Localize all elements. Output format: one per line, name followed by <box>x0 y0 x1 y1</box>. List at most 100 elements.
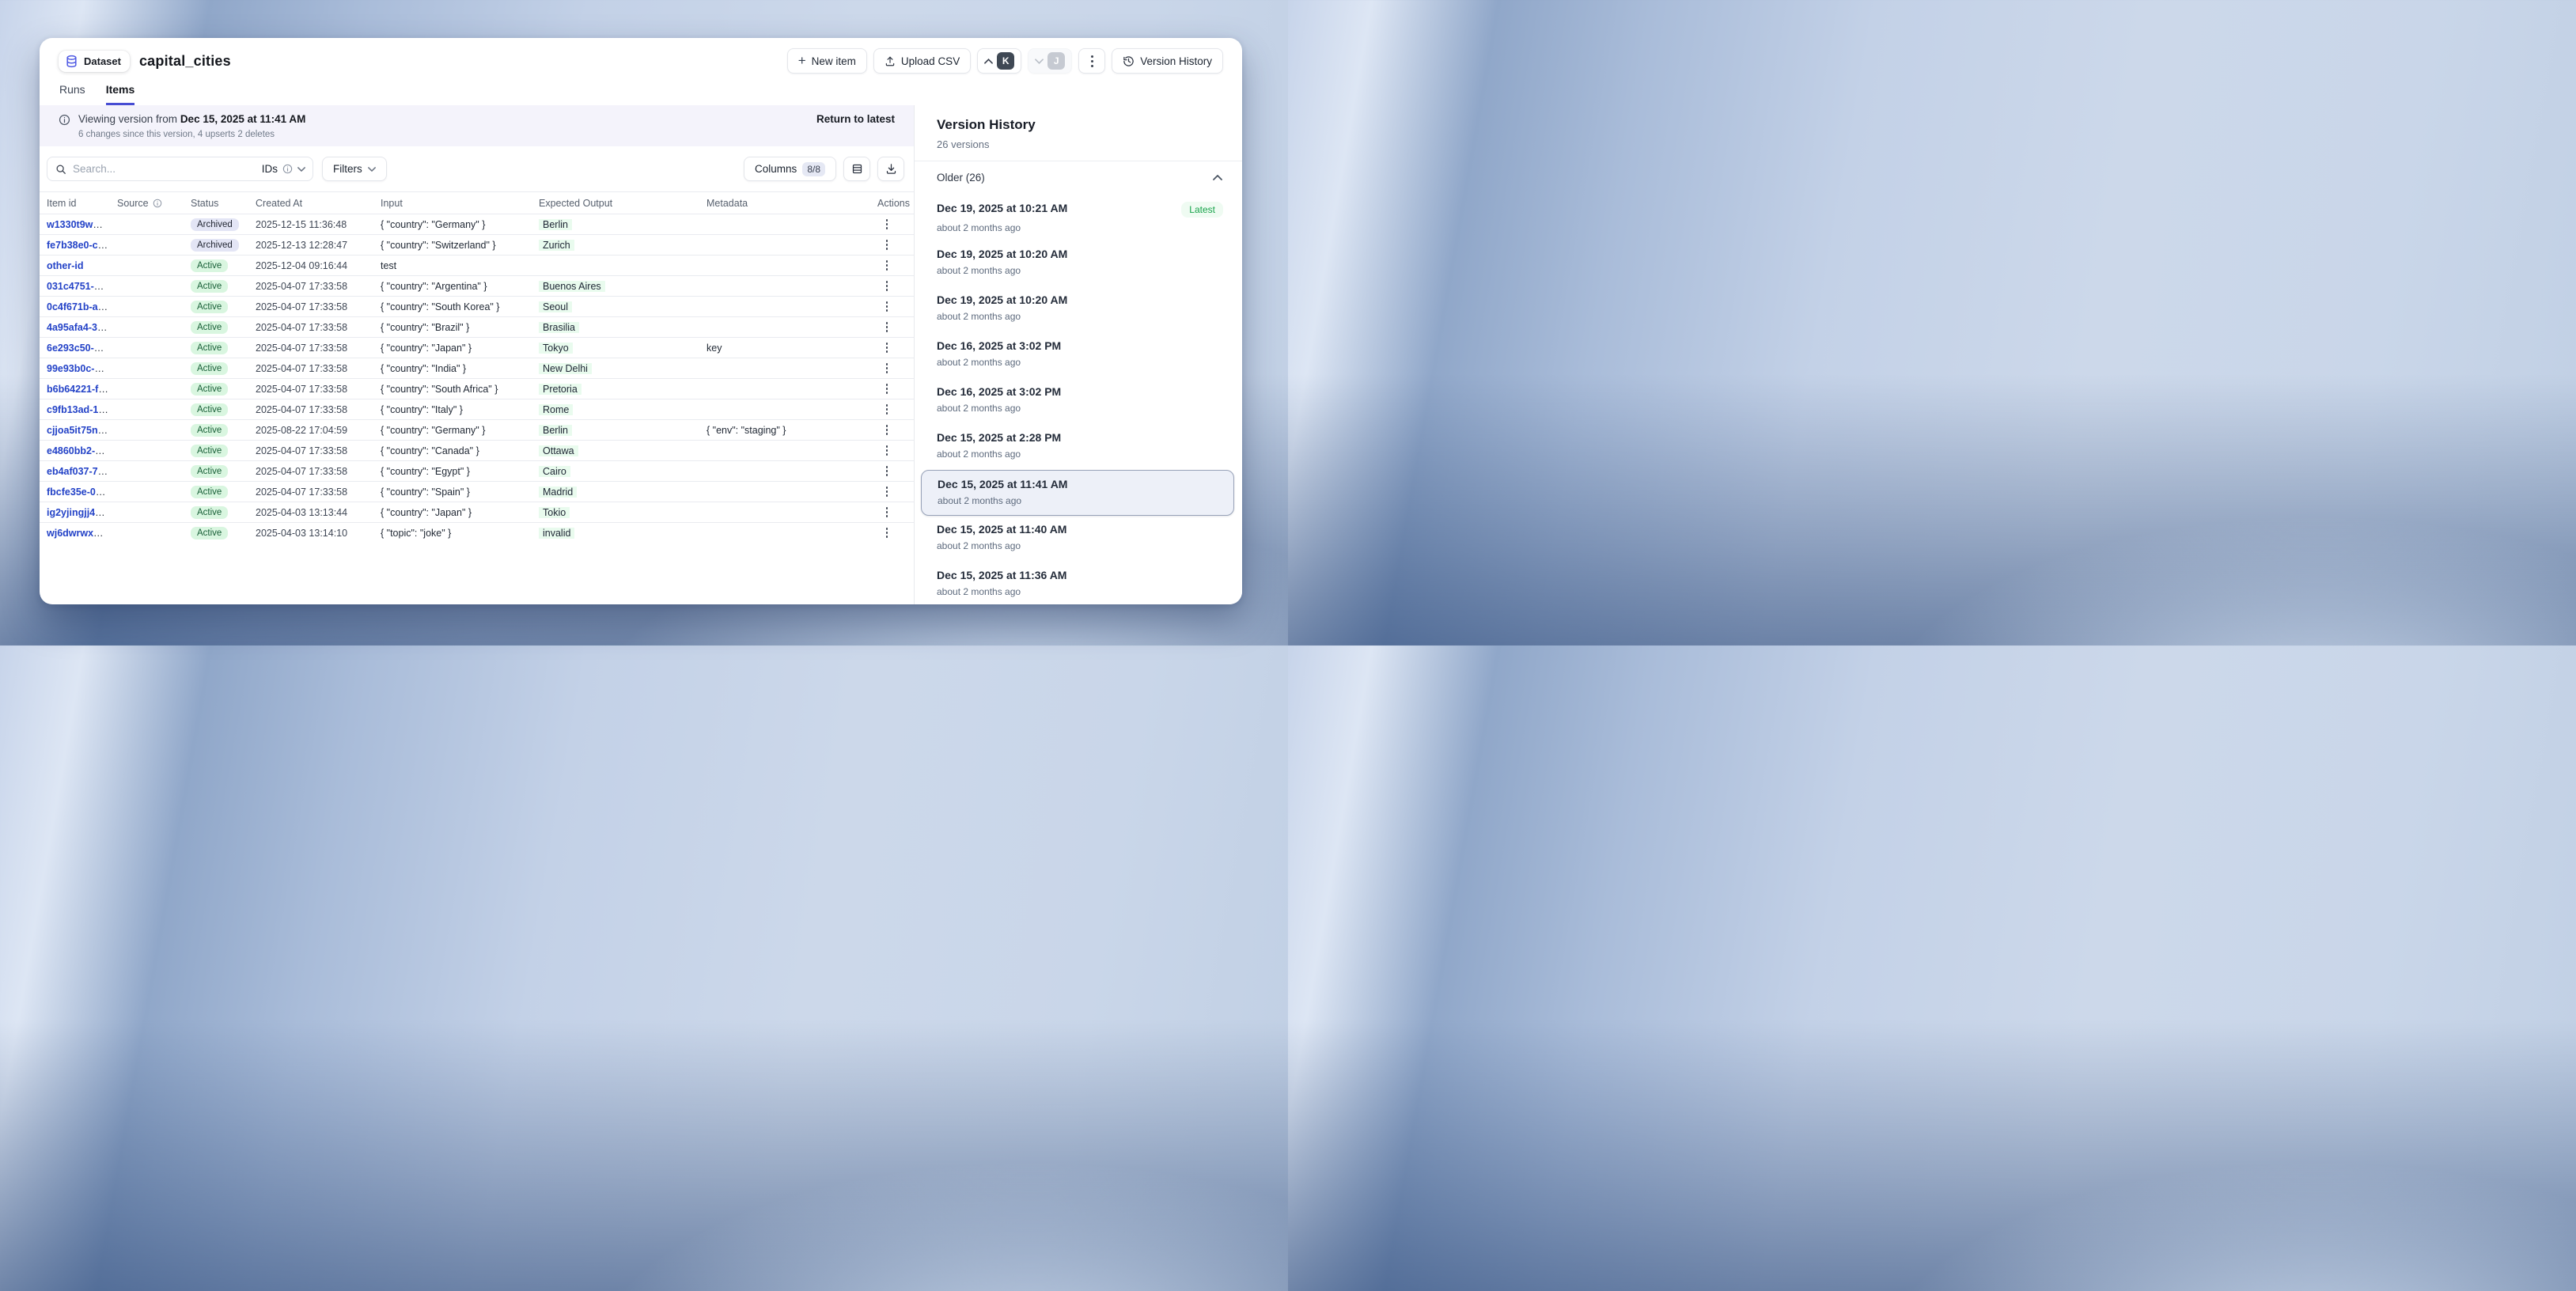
item-id-link[interactable]: c9fb13ad-18ff... <box>47 403 117 415</box>
search-field-selector[interactable]: IDs <box>262 163 305 175</box>
item-id-link[interactable]: fe7b38e0-ca4... <box>47 239 117 251</box>
upload-csv-button[interactable]: Upload CSV <box>873 48 972 74</box>
new-item-button[interactable]: + New item <box>786 48 867 74</box>
expected-output-value: Madrid <box>539 486 578 498</box>
table-row[interactable]: 0c4f671b-ac5... Active 2025-04-07 17:33:… <box>40 296 914 316</box>
row-actions-button[interactable] <box>883 360 892 377</box>
table-row[interactable]: other-id Active 2025-12-04 09:16:44 test <box>40 255 914 275</box>
input-cell: { "country": "Argentina" } <box>381 280 487 292</box>
version-list-item[interactable]: Dec 19, 2025 at 10:20 AM about 2 months … <box>915 286 1242 332</box>
version-history-panel: Version History 26 versions Older (26) D… <box>914 105 1242 604</box>
table-row[interactable]: 6e293c50-6b... Active 2025-04-07 17:33:5… <box>40 337 914 358</box>
row-actions-button[interactable] <box>883 463 892 479</box>
table-row[interactable]: ig2yjingjj4hql... Active 2025-04-03 13:1… <box>40 502 914 522</box>
row-actions-button[interactable] <box>883 504 892 521</box>
row-actions-button[interactable] <box>883 237 892 253</box>
input-cell: test <box>381 259 397 271</box>
table-row[interactable]: 99e93b0c-88... Active 2025-04-07 17:33:5… <box>40 358 914 378</box>
item-id-link[interactable]: 4a95afa4-3b... <box>47 321 112 333</box>
version-list-item[interactable]: Dec 15, 2025 at 2:28 PM about 2 months a… <box>915 424 1242 470</box>
created-at-cell: 2025-04-07 17:33:58 <box>256 301 348 312</box>
input-cell: { "country": "South Korea" } <box>381 301 500 312</box>
created-at-cell: 2025-12-13 12:28:47 <box>256 239 348 251</box>
table-row[interactable]: b6b64221-f9... Active 2025-04-07 17:33:5… <box>40 378 914 399</box>
table-row[interactable]: wj6dwrwxu6j... Active 2025-04-03 13:14:1… <box>40 522 914 543</box>
version-history-button[interactable]: Version History <box>1112 48 1223 74</box>
input-cell: { "country": "Switzerland" } <box>381 239 496 251</box>
item-id-link[interactable]: cjjoa5it75n3jr... <box>47 424 117 436</box>
upload-icon <box>885 55 896 67</box>
row-actions-button[interactable] <box>883 257 892 274</box>
item-id-link[interactable]: 031c4751-13... <box>47 280 114 292</box>
status-badge: Active <box>191 300 229 313</box>
dataset-type-chip: Dataset <box>59 50 130 72</box>
table-row[interactable]: fe7b38e0-ca4... Archived 2025-12-13 12:2… <box>40 234 914 255</box>
row-height-button[interactable] <box>843 157 870 181</box>
info-icon <box>282 164 293 174</box>
row-actions-button[interactable] <box>883 524 892 541</box>
version-list-item[interactable]: Dec 19, 2025 at 10:21 AM Latest about 2 … <box>915 195 1242 240</box>
tab-runs[interactable]: Runs <box>59 83 85 96</box>
item-id-link[interactable]: e4860bb2-e4... <box>47 445 115 456</box>
row-actions-button[interactable] <box>883 483 892 500</box>
dataset-type-label: Dataset <box>84 55 121 67</box>
downvote-user-button[interactable]: J <box>1028 48 1073 74</box>
col-actions: Actions <box>877 197 910 209</box>
version-list: Dec 19, 2025 at 10:21 AM Latest about 2 … <box>915 191 1242 604</box>
return-to-latest-link[interactable]: Return to latest <box>816 113 895 125</box>
expected-output-value: Tokyo <box>539 342 573 354</box>
row-actions-button[interactable] <box>883 216 892 233</box>
version-list-item[interactable]: Dec 15, 2025 at 11:41 AM about 2 months … <box>921 470 1234 516</box>
upvote-user-button[interactable]: K <box>977 48 1022 74</box>
table-row[interactable]: c9fb13ad-18ff... Active 2025-04-07 17:33… <box>40 399 914 419</box>
search-icon <box>55 164 66 175</box>
table-row[interactable]: w1330t9ww1a... Archived 2025-12-15 11:36… <box>40 214 914 234</box>
older-section-toggle[interactable]: Older (26) <box>915 161 1242 191</box>
item-id-link[interactable]: wj6dwrwxu6j... <box>47 527 116 539</box>
created-at-cell: 2025-12-04 09:16:44 <box>256 259 348 271</box>
created-at-cell: 2025-04-03 13:13:44 <box>256 506 348 518</box>
search-input[interactable] <box>73 163 256 175</box>
row-actions-button[interactable] <box>883 442 892 459</box>
table-row[interactable]: cjjoa5it75n3jr... Active 2025-08-22 17:0… <box>40 419 914 440</box>
table-row[interactable]: fbcfe35e-0c8... Active 2025-04-07 17:33:… <box>40 481 914 502</box>
item-id-link[interactable]: 0c4f671b-ac5... <box>47 301 117 312</box>
download-button[interactable] <box>877 157 904 181</box>
table-row[interactable]: 031c4751-13... Active 2025-04-07 17:33:5… <box>40 275 914 296</box>
version-list-item[interactable]: Dec 19, 2025 at 10:20 AM about 2 months … <box>915 240 1242 286</box>
metadata-cell: key <box>707 342 722 354</box>
version-list-item[interactable]: Dec 15, 2025 at 11:40 AM about 2 months … <box>915 516 1242 562</box>
search-box[interactable]: IDs <box>47 157 313 181</box>
row-actions-button[interactable] <box>883 298 892 315</box>
item-id-link[interactable]: ig2yjingjj4hql... <box>47 506 117 518</box>
version-list-item[interactable]: Dec 16, 2025 at 3:02 PM about 2 months a… <box>915 378 1242 424</box>
table-row[interactable]: 4a95afa4-3b... Active 2025-04-07 17:33:5… <box>40 316 914 337</box>
row-actions-button[interactable] <box>883 401 892 418</box>
columns-button[interactable]: Columns 8/8 <box>744 157 836 181</box>
version-date: Dec 15, 2025 at 11:40 AM <box>937 523 1067 536</box>
table-row[interactable]: eb4af037-791... Active 2025-04-07 17:33:… <box>40 460 914 481</box>
item-id-link[interactable]: 6e293c50-6b... <box>47 342 114 354</box>
item-id-link[interactable]: b6b64221-f9... <box>47 383 112 395</box>
filters-button[interactable]: Filters <box>322 157 387 181</box>
status-badge: Active <box>191 485 229 498</box>
more-options-button[interactable] <box>1078 48 1106 74</box>
row-actions-button[interactable] <box>883 380 892 397</box>
item-id-link[interactable]: 99e93b0c-88... <box>47 362 114 374</box>
table-row[interactable]: e4860bb2-e4... Active 2025-04-07 17:33:5… <box>40 440 914 460</box>
item-id-link[interactable]: fbcfe35e-0c8... <box>47 486 116 498</box>
history-clock-icon <box>1123 55 1135 67</box>
item-id-link[interactable]: other-id <box>47 259 84 271</box>
tab-items[interactable]: Items <box>105 83 135 105</box>
upload-csv-label: Upload CSV <box>900 55 960 67</box>
version-list-item[interactable]: Dec 16, 2025 at 3:02 PM about 2 months a… <box>915 332 1242 378</box>
row-actions-button[interactable] <box>883 319 892 335</box>
row-actions-button[interactable] <box>883 278 892 294</box>
item-id-link[interactable]: w1330t9ww1a... <box>47 218 117 230</box>
row-actions-button[interactable] <box>883 339 892 356</box>
expected-output-value: Buenos Aires <box>539 280 605 292</box>
row-actions-button[interactable] <box>883 422 892 438</box>
input-cell: { "country": "Japan" } <box>381 342 472 354</box>
version-list-item[interactable]: Dec 15, 2025 at 11:36 AM about 2 months … <box>915 562 1242 604</box>
item-id-link[interactable]: eb4af037-791... <box>47 465 117 477</box>
